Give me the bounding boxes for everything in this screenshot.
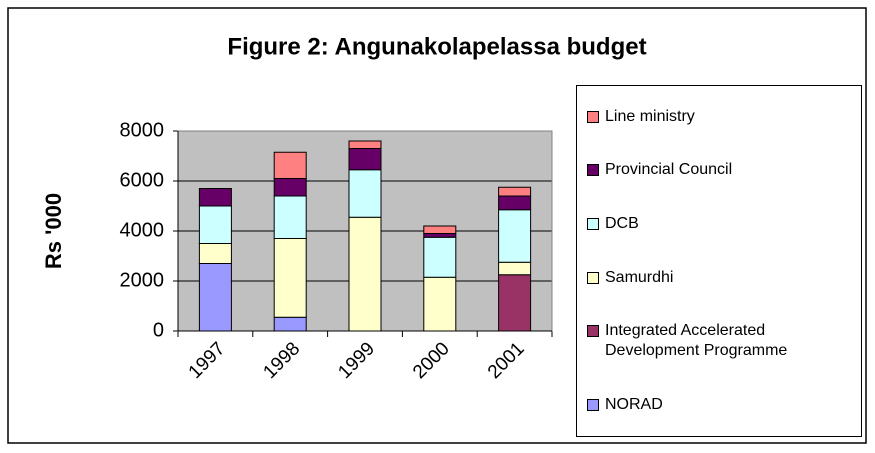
bar-segment [423,233,457,238]
bar-segment [498,195,532,211]
legend-swatch [587,110,599,123]
legend-item: NORAD [577,395,861,415]
bar-segment [273,151,307,179]
legend-label: NORAD [605,396,663,414]
legend-label: Samurdhi [605,268,674,286]
bar-segment [423,225,457,234]
bar-segment [273,178,307,197]
legend-swatch [587,218,599,231]
bar-segment [498,209,532,263]
bar-segment [198,188,232,207]
bar-segment [423,276,457,332]
bar-segment [498,186,532,197]
bar-segment [348,140,382,149]
y-tick-label: 0 [153,319,164,341]
legend-swatch [587,164,599,177]
y-tick-label: 8000 [120,119,165,141]
bar-segment [198,243,232,264]
legend-label: Provincial Council [605,161,733,179]
bar-segment [498,274,532,332]
legend-label: Line ministry [605,107,695,125]
legend-item: Integrated Accelerated Development Progr… [577,321,861,361]
legend-label: Integrated Accelerated Development Progr… [605,322,788,360]
legend-swatch [587,271,599,284]
legend-item: Samurdhi [577,268,861,288]
y-tick-label: 2000 [120,269,165,291]
bar-segment [348,216,382,332]
y-tick-label: 4000 [120,219,165,241]
bar-segment [273,316,307,332]
chart-title: Figure 2: Angunakolapelassa budget [227,33,646,60]
legend-swatch [587,325,599,338]
bar-segment [498,261,532,276]
legend-swatch [587,399,599,412]
legend: Line ministry Provincial Council DCB Samurd… [576,85,862,437]
bar-segment [198,205,232,244]
bar-segment [423,236,457,278]
bar-segment [348,169,382,218]
y-axis-label: Rs '000 [41,193,66,269]
legend-item: DCB [577,214,861,234]
bar-segment [198,263,232,332]
legend-label: DCB [605,215,639,233]
legend-item: Provincial Council [577,160,861,180]
y-tick-label: 6000 [120,169,165,191]
legend-item: Line ministry [577,107,861,127]
bar-segment [273,195,307,239]
bar-segment [348,148,382,171]
bar-segment [273,238,307,318]
